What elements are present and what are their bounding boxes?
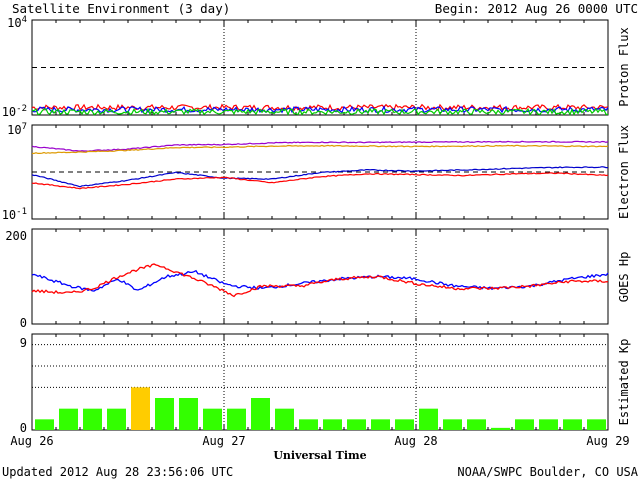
kp-bar (587, 419, 606, 430)
plot-title: Satellite Environment (3 day) (12, 1, 230, 16)
kp-bar (539, 419, 558, 430)
credit-label: NOAA/SWPC Boulder, CO USA (457, 465, 638, 479)
kp-bar (299, 419, 318, 430)
kp-bar (419, 408, 438, 430)
kp-bar (395, 419, 414, 430)
kp-bar (251, 398, 270, 430)
xtick-label-aug28: Aug 28 (394, 434, 437, 448)
electron-series-line (31, 172, 609, 190)
electron-series-line (31, 166, 608, 188)
kp-bar (83, 408, 102, 430)
kp-bar (179, 398, 198, 430)
kp-bar (491, 427, 510, 430)
hp-ytick-top: 200 (5, 229, 27, 243)
kp-bar (443, 419, 462, 430)
kp-bar (59, 408, 78, 430)
kp-bar (131, 387, 150, 430)
proton-series-line (31, 107, 608, 116)
xtick-label-aug27: Aug 27 (202, 434, 245, 448)
kp-bar (203, 408, 222, 430)
kp-ytick-top: 9 (20, 336, 27, 350)
kp-bar (371, 419, 390, 430)
electron-ylabel: Electron Flux (617, 125, 631, 219)
x-axis-label: Universal Time (273, 449, 366, 462)
kp-bar (155, 398, 174, 430)
electron-ytick-bottom: 10-1 (2, 207, 27, 222)
hp-series-line (31, 269, 609, 292)
proton-ytick-top: 104 (7, 15, 27, 30)
updated-timestamp: Updated 2012 Aug 28 23:56:06 UTC (2, 465, 233, 479)
kp-bar (107, 408, 126, 430)
kp-bar (563, 419, 582, 430)
xtick-label-aug26: Aug 26 (10, 434, 53, 448)
kp-ylabel: Estimated Kp (617, 339, 631, 426)
kp-bar (347, 419, 366, 430)
kp-bar (515, 419, 534, 430)
proton-ytick-bottom: 10-2 (2, 104, 27, 119)
electron-ytick-top: 107 (7, 122, 27, 137)
begin-date: Begin: 2012 Aug 26 0000 UTC (435, 1, 638, 16)
hp-series-line (31, 263, 609, 298)
hp-panel-frame (31, 228, 609, 325)
proton-ylabel: Proton Flux (617, 27, 631, 106)
kp-bar (323, 419, 342, 430)
chart-marks (31, 20, 609, 430)
electron-series-line (31, 144, 609, 155)
kp-bar (275, 408, 294, 430)
kp-bar (467, 419, 486, 430)
xtick-label-aug29: Aug 29 (586, 434, 629, 448)
kp-bar (35, 419, 54, 430)
kp-ytick-bottom: 0 (20, 421, 27, 435)
hp-ytick-bottom: 0 (20, 316, 27, 330)
electron-series-line (31, 140, 609, 152)
hp-ylabel: GOES Hp (617, 252, 631, 303)
kp-bar (227, 408, 246, 430)
